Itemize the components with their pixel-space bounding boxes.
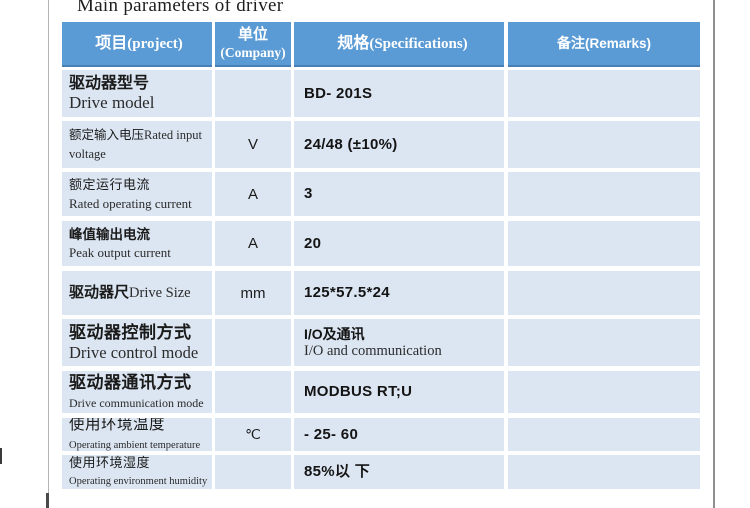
project-zh: 驱动器通讯方式: [69, 372, 192, 392]
project-en: Rated operating current: [69, 195, 192, 211]
project-cell: 驱动器控制方式 Drive control mode: [62, 319, 212, 366]
project-cell: 额定输入电压Rated input voltage: [62, 121, 212, 168]
table-row-peak-output-current: 峰值输出电流 Peak output current A 20: [62, 221, 700, 266]
table-row-drive-control-mode: 驱动器控制方式 Drive control mode I/O及通讯 I/O and …: [62, 319, 700, 366]
spec-cell: 85%以 下: [294, 455, 504, 489]
unit-cell: [215, 70, 291, 117]
spec-value: I/O及通讯: [304, 325, 365, 342]
header-unit-zh: 单位: [237, 26, 268, 44]
page-edge-mark: [0, 448, 2, 464]
header-unit-en: (Company): [220, 45, 286, 61]
spec-value: 85%以 下: [304, 463, 370, 480]
remarks-cell: [508, 221, 700, 266]
spec-cell: - 25- 60: [294, 418, 504, 451]
project-en: Drive model: [69, 93, 155, 113]
header-spec-zh: 规格: [337, 34, 370, 52]
project-zh: 额定运行电流: [69, 177, 151, 193]
table-header-row: 项目(project) 单位 (Company) 规格(Specification…: [62, 22, 700, 67]
spec-value: 3: [304, 185, 313, 202]
project-en: Drive control mode: [69, 343, 199, 363]
project-zh: 峰值输出电流: [69, 226, 150, 242]
project-cell: 驱动器通讯方式 Drive communication mode: [62, 371, 212, 413]
parameters-table: 项目(project) 单位 (Company) 规格(Specification…: [62, 22, 700, 489]
header-spec: 规格(Specifications): [294, 22, 504, 67]
header-spec-en: (Specifications): [369, 35, 468, 52]
project-cell: 使用环境温度 Operating ambient temperature: [62, 418, 212, 451]
project-en: Operating ambient temperature: [69, 439, 201, 451]
spec-cell: 125*57.5*24: [294, 271, 504, 315]
project-zh: 驱动器尺: [69, 283, 130, 301]
unit-cell: V: [215, 121, 291, 168]
table-row-operating-environment-humidity: 使用环境湿度 Operating environment humidity 85%…: [62, 455, 700, 489]
project-zh: 使用环境温度: [69, 418, 166, 434]
page-border-left: [48, 0, 49, 508]
table-row-drive-communication-mode: 驱动器通讯方式 Drive communication mode MODBUS R…: [62, 371, 700, 413]
unit-cell: A: [215, 221, 291, 266]
spec-value: MODBUS RT;U: [304, 383, 413, 400]
spec-value: 24/48 (±10%): [304, 135, 398, 153]
table-row-operating-ambient-temperature: 使用环境温度 Operating ambient temperature ℃ - …: [62, 418, 700, 451]
project-cell: 驱动器型号 Drive model: [62, 70, 212, 117]
project-zh: 驱动器控制方式: [69, 322, 192, 342]
remarks-cell: [508, 70, 700, 117]
header-remarks-en: (Remarks): [584, 35, 652, 51]
remarks-cell: [508, 271, 700, 315]
remarks-cell: [508, 121, 700, 168]
project-cell: 峰值输出电流 Peak output current: [62, 221, 212, 266]
project-en: Peak output current: [69, 245, 171, 261]
project-en: Operating environment humidity: [69, 476, 208, 488]
unit-cell: [215, 371, 291, 413]
project-en: Drive communication mode: [69, 396, 204, 411]
header-remarks-zh: 备注: [556, 34, 585, 51]
spec-value: 20: [304, 234, 322, 252]
remarks-cell: [508, 455, 700, 489]
spec-value: BD- 201S: [304, 84, 373, 102]
page-border-right: [713, 0, 715, 508]
project-zh: 驱动器型号: [69, 74, 150, 92]
spec-cell: 3: [294, 172, 504, 216]
spec-cell: I/O及通讯 I/O and communication: [294, 319, 504, 366]
spec-value: - 25- 60: [304, 425, 359, 443]
spec-value: 125*57.5*24: [304, 284, 390, 301]
table-row-rated-operating-current: 额定运行电流 Rated operating current A 3: [62, 172, 700, 216]
spec-cell: BD- 201S: [294, 70, 504, 117]
page-title: Main parameters of driver: [77, 0, 284, 16]
remarks-cell: [508, 418, 700, 451]
remarks-cell: [508, 371, 700, 413]
header-unit: 单位 (Company): [215, 22, 291, 67]
project-cell: 使用环境湿度 Operating environment humidity: [62, 455, 212, 489]
project-zh: 使用环境湿度: [69, 455, 151, 470]
header-project-en: (project): [127, 35, 183, 52]
table-row-drive-model: 驱动器型号 Drive model BD- 201S: [62, 70, 700, 117]
header-project: 项目(project): [62, 22, 212, 67]
remarks-cell: [508, 319, 700, 366]
table-row-rated-input-voltage: 额定输入电压Rated input voltage V 24/48 (±10%): [62, 121, 700, 168]
project-en: Rated input voltage: [69, 128, 202, 161]
spec-subvalue: I/O and communication: [304, 342, 442, 359]
project-en: Drive Size: [129, 284, 191, 301]
table-row-drive-size: 驱动器尺Drive Size mm 125*57.5*24: [62, 271, 700, 315]
unit-cell: A: [215, 172, 291, 216]
header-remarks: 备注(Remarks): [508, 22, 700, 67]
unit-cell: [215, 319, 291, 366]
spec-cell: 24/48 (±10%): [294, 121, 504, 168]
project-cell: 额定运行电流 Rated operating current: [62, 172, 212, 216]
project-cell: 驱动器尺Drive Size: [62, 271, 212, 315]
header-project-zh: 项目: [95, 34, 128, 52]
spec-cell: 20: [294, 221, 504, 266]
page-corner-tick: [46, 493, 49, 508]
unit-cell: mm: [215, 271, 291, 315]
unit-cell: ℃: [215, 418, 291, 451]
project-zh: 额定输入电压: [69, 128, 145, 142]
remarks-cell: [508, 172, 700, 216]
unit-cell: [215, 455, 291, 489]
spec-cell: MODBUS RT;U: [294, 371, 504, 413]
